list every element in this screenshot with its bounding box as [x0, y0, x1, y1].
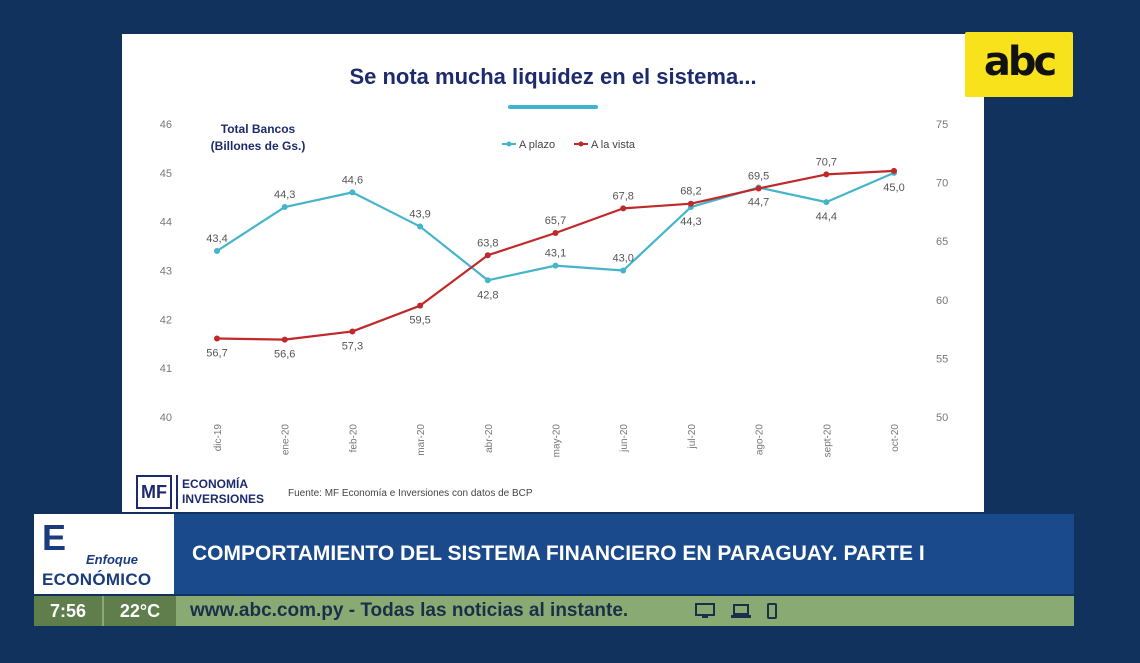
data-label-a-plazo: 43,1	[545, 248, 566, 260]
data-label-a-la-vista: 63,8	[477, 237, 498, 249]
x-axis-tick: feb-20	[348, 424, 359, 453]
legend-swatch-marker	[506, 141, 512, 147]
left-axis-tick: 43	[160, 266, 172, 278]
data-label-a-plazo: 42,8	[477, 289, 498, 301]
data-point	[620, 205, 627, 212]
data-point	[823, 171, 830, 178]
x-axis-tick: dic-19	[213, 424, 224, 452]
data-label-a-plazo: 44,3	[274, 189, 295, 201]
data-label-a-plazo: 44,6	[342, 174, 363, 186]
data-label-a-la-vista: 65,7	[545, 215, 566, 227]
right-axis-tick: 65	[936, 236, 948, 248]
legend-label: A la vista	[591, 139, 636, 151]
data-point	[891, 167, 897, 174]
mf-logo-divider	[176, 475, 178, 509]
data-point	[552, 229, 559, 236]
data-point	[620, 267, 627, 274]
left-axis-tick: 40	[160, 412, 172, 424]
lower-third: E Enfoque ECONÓMICO COMPORTAMIENTO DEL S…	[34, 514, 1074, 594]
abc-logo: abc	[965, 32, 1073, 97]
mf-logo: MF	[136, 475, 172, 509]
right-axis-tick: 60	[936, 295, 948, 307]
title-underline	[508, 105, 598, 109]
enfoque-economico-logo: E Enfoque ECONÓMICO	[34, 514, 174, 594]
brand-enfoque: Enfoque	[86, 552, 138, 567]
x-axis-tick: sept-20	[822, 424, 833, 458]
data-label-a-plazo: 44,3	[680, 216, 701, 228]
data-point	[755, 185, 762, 192]
data-point	[484, 277, 491, 284]
legend-swatch-marker	[578, 141, 584, 147]
chart-title: Se nota mucha liquidez en el sistema...	[349, 64, 757, 89]
brand-economico: ECONÓMICO	[42, 570, 152, 589]
x-axis-tick: jul-20	[687, 424, 698, 450]
laptop-icon	[731, 604, 751, 618]
data-label-a-plazo: 45,0	[883, 182, 904, 194]
legend-label: A plazo	[519, 139, 555, 151]
data-label-a-la-vista: 68,2	[680, 186, 701, 198]
chart-subtitle-line2: (Billones de Gs.)	[211, 139, 306, 153]
chart-subtitle-line1: Total Bancos	[221, 122, 296, 136]
data-label-a-la-vista: 70,7	[816, 156, 837, 168]
clock: 7:56	[34, 596, 102, 626]
data-label-a-plazo: 44,7	[748, 196, 769, 208]
ticker-text: www.abc.com.py - Todas las noticias al i…	[190, 600, 629, 621]
mf-logo-line1: ECONOMÍA	[182, 477, 248, 491]
mf-logo-text: ECONOMÍA INVERSIONES	[182, 477, 264, 507]
news-ticker: 7:56 22°C www.abc.com.py - Todas las not…	[34, 596, 1074, 626]
mobile-icon	[767, 603, 777, 619]
data-label-a-la-vista: 59,5	[409, 315, 430, 327]
left-axis-tick: 46	[160, 119, 172, 131]
data-label-a-la-vista: 67,8	[612, 190, 633, 202]
line-chart: 40 41 42 43 44 45 46 50 55 60 65 70 75 dic-19 ene-20 fe…	[160, 119, 949, 458]
temperature: 22°C	[104, 596, 176, 626]
data-point	[349, 328, 356, 335]
right-axis-tick: 70	[936, 178, 948, 190]
right-axis-tick: 50	[936, 412, 948, 424]
data-point	[281, 336, 288, 343]
x-axis-tick: ene-20	[281, 424, 292, 456]
data-label-a-plazo: 43,4	[206, 233, 227, 245]
left-axis-tick: 45	[160, 168, 172, 180]
chart-slide: Se nota mucha liquidez en el sistema... …	[122, 34, 984, 512]
desktop-icon	[695, 603, 715, 618]
right-axis-tick: 55	[936, 353, 948, 365]
brand-letter: E	[42, 517, 67, 558]
chart-source: Fuente: MF Economía e Inversiones con da…	[288, 488, 533, 499]
data-label-a-la-vista: 56,6	[274, 349, 295, 361]
device-icons	[694, 596, 778, 626]
data-point	[417, 223, 424, 230]
headline: COMPORTAMIENTO DEL SISTEMA FINANCIERO EN…	[174, 514, 1074, 594]
data-label-a-la-vista: 57,3	[342, 340, 363, 352]
x-axis-tick: jun-20	[619, 424, 630, 453]
data-point	[281, 204, 288, 211]
data-label-a-plazo: 44,4	[816, 211, 837, 223]
data-label-a-plazo: 43,0	[612, 253, 633, 265]
abc-logo-text: abc	[983, 38, 1057, 85]
x-axis-tick: may-20	[552, 424, 563, 458]
data-point	[417, 302, 424, 309]
data-point	[552, 262, 559, 269]
data-label-a-la-vista: 69,5	[748, 170, 769, 182]
right-axis-tick: 75	[936, 119, 948, 131]
left-axis-tick: 44	[160, 217, 172, 229]
data-point	[214, 247, 220, 254]
left-axis-tick: 42	[160, 314, 172, 326]
data-label-a-plazo: 43,9	[409, 209, 430, 221]
data-point	[823, 199, 830, 206]
x-axis-tick: oct-20	[890, 424, 901, 452]
x-axis-tick: ago-20	[755, 424, 766, 456]
data-point	[484, 252, 491, 259]
left-axis-tick: 41	[160, 363, 172, 375]
data-point	[214, 335, 220, 342]
x-axis-tick: abr-20	[484, 424, 495, 453]
data-point	[687, 200, 694, 207]
x-axis-tick: mar-20	[416, 424, 427, 456]
data-label-a-la-vista: 56,7	[206, 347, 227, 359]
data-point	[349, 189, 356, 196]
mf-logo-line2: INVERSIONES	[182, 492, 265, 506]
